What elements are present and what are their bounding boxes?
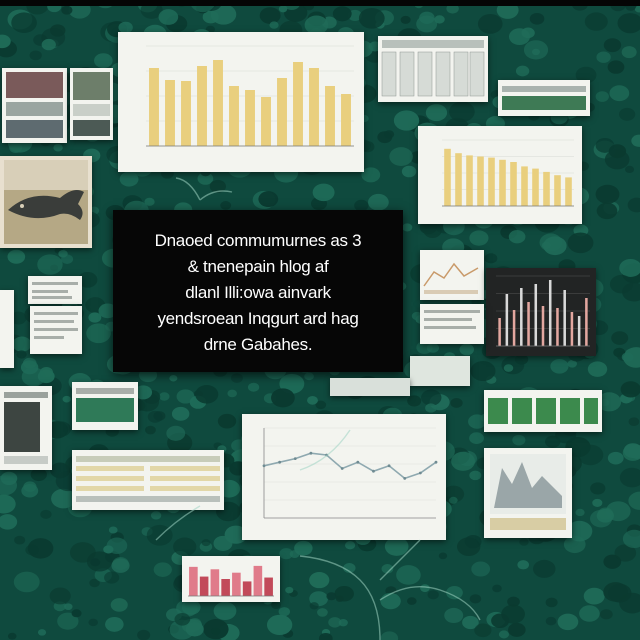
bar (543, 171, 550, 206)
strip-card-bottom (410, 356, 470, 386)
bar (532, 168, 539, 206)
dark-bar-chart-card (486, 268, 596, 356)
doc-card-right-mid (420, 304, 484, 344)
green-grid-card (484, 390, 602, 432)
bar (199, 576, 209, 596)
bar (488, 157, 495, 206)
line-chart-center (242, 414, 446, 540)
fish-photo-card (0, 156, 92, 248)
bar (242, 581, 252, 596)
bar (477, 156, 484, 206)
bar (541, 306, 545, 346)
bar (565, 177, 572, 206)
bar (521, 166, 528, 206)
point (340, 467, 344, 470)
bar (309, 68, 319, 146)
bar (221, 579, 230, 596)
bar (245, 90, 255, 146)
point (262, 464, 266, 468)
window-card-left (0, 386, 52, 470)
caption-line-3: dlanl Illi:owa ainvark (185, 283, 331, 302)
bar (455, 153, 462, 206)
bar (213, 60, 223, 146)
point (278, 460, 282, 464)
doc-card-left-2 (30, 306, 82, 354)
bar (232, 572, 241, 596)
bar (520, 288, 523, 346)
caption-box: Dnaoed commumurnes as 3 & tnenepain hlog… (113, 210, 403, 372)
point (372, 469, 375, 473)
bar (189, 566, 198, 596)
point (356, 460, 360, 464)
point (293, 457, 297, 460)
green-panel-card (72, 382, 138, 430)
bar (149, 68, 159, 146)
bar (554, 175, 561, 206)
chart-card-right-small (420, 250, 484, 300)
bar (165, 80, 175, 146)
bar (510, 162, 517, 206)
bar (499, 159, 506, 206)
doc-card-left (28, 276, 82, 304)
bar (261, 97, 271, 146)
table-card-lower-left (72, 450, 224, 510)
photo-card-top-left (2, 68, 67, 143)
bar (181, 81, 191, 146)
photo-card-top-left-2 (70, 68, 113, 140)
point (403, 477, 407, 480)
bar (444, 148, 451, 206)
bar (527, 302, 530, 346)
caption-line-4: yendsroean Inqgurt ard hag (157, 309, 359, 328)
bar (577, 316, 581, 346)
bar (264, 577, 273, 596)
series-line (263, 452, 437, 480)
caption-line-1: Dnaoed commumurnes as 3 (154, 231, 362, 250)
bar (466, 155, 473, 206)
bar (210, 569, 220, 596)
bar (585, 298, 588, 346)
bar (512, 310, 516, 346)
bar (563, 290, 566, 346)
bar-chart-large (118, 32, 364, 172)
point (309, 451, 313, 455)
bar-chart-right (418, 126, 582, 224)
bar (505, 294, 509, 346)
table-card-top-right (378, 36, 488, 102)
bar (548, 280, 552, 346)
bar (325, 86, 335, 146)
caption-line-2: & tnenepain hlog af (187, 257, 329, 276)
doc-card-edge (0, 290, 14, 368)
bar (556, 308, 559, 346)
bar (570, 312, 574, 346)
red-bar-strip-card (182, 556, 280, 602)
bar (197, 66, 207, 146)
green-strip-card (498, 80, 590, 116)
bar (498, 318, 501, 346)
bar (253, 565, 263, 596)
chart-card-right-lower (484, 448, 572, 538)
bar (534, 284, 538, 346)
point (325, 453, 328, 457)
bar (277, 78, 287, 146)
bar (341, 94, 351, 146)
point (418, 471, 422, 475)
bar (229, 86, 239, 146)
point (434, 460, 438, 464)
point (387, 464, 391, 468)
caption-line-5: drne Gabahes. (203, 335, 313, 354)
bar (293, 62, 303, 146)
fish-icon (8, 190, 84, 220)
strip-card-mid (330, 378, 410, 396)
